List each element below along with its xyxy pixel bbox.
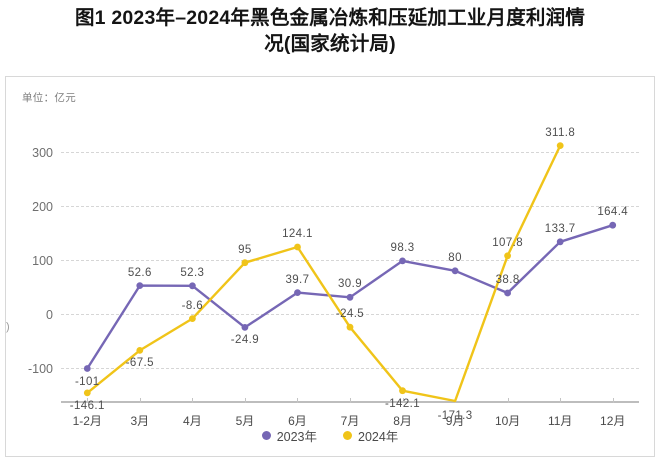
x-axis-label-6: 8月 <box>393 414 412 428</box>
x-axis-label-8: 10月 <box>494 414 521 428</box>
data-label-2024年-11月: 311.8 <box>545 126 576 139</box>
data-label-2023年-4月: 52.3 <box>180 266 205 279</box>
data-label-2024年-8月: -142.1 <box>385 397 421 410</box>
y-axis-label--100: -100 <box>27 362 53 376</box>
chart-series-svg <box>83 142 617 403</box>
x-tick-10 <box>612 398 614 403</box>
gridline-200: 200 <box>32 200 639 214</box>
x-axis-label-0: 1-2月 <box>72 414 102 428</box>
x-tick-5 <box>350 398 351 403</box>
data-point-2023年-4月[interactable] <box>189 282 196 290</box>
legend-label: 2024年 <box>358 430 399 444</box>
data-point-2023年-11月[interactable] <box>556 238 564 246</box>
data-point-2024年-3月[interactable] <box>136 347 144 354</box>
data-label-2024年-9月: -171.3 <box>437 410 473 422</box>
x-tick-2 <box>192 398 194 403</box>
x-axis-label-3: 5月 <box>235 414 255 428</box>
data-point-2024年-10月[interactable] <box>504 252 511 260</box>
x-axis: 1-2月 3月 4月 5月 6月 7月 8月 9月 10月 11月 12月 <box>61 398 639 428</box>
x-axis-label-4: 6月 <box>288 414 307 428</box>
data-label-2023年-11月: 133.7 <box>544 222 576 235</box>
y-axis-label-200: 200 <box>32 200 53 214</box>
y-axis-label-300: 300 <box>32 146 53 160</box>
edge-artifact: ) <box>6 321 10 333</box>
series-line-2024年 <box>86 144 562 403</box>
y-axis-label-0: 0 <box>46 308 53 322</box>
data-label-2023年-6月: 39.7 <box>285 273 310 286</box>
chart-frame: 单位：亿元 ) -100 0 100 200 300 1-2月 3月 4月 5月 6月 7月 8月 9… <box>5 76 655 457</box>
x-tick-8 <box>507 398 509 403</box>
legend-item-2024年[interactable]: 2024年 <box>343 426 398 445</box>
data-point-2023年-7月[interactable] <box>346 293 354 301</box>
data-label-2023年-9月: 80 <box>448 251 462 264</box>
data-point-2023年-5月[interactable] <box>241 324 249 331</box>
figure-title-line-1: 图1 2023年–2024年黑色金属冶炼和压延加工业月度利润情 <box>74 7 586 29</box>
x-tick-6 <box>402 398 404 403</box>
x-axis-label-7: 9月 <box>445 414 465 428</box>
x-tick-1 <box>139 398 141 403</box>
data-point-2024年-5月[interactable] <box>241 259 249 267</box>
data-point-2024年-8月[interactable] <box>399 387 406 395</box>
x-axis-label-2: 4月 <box>183 414 202 428</box>
legend-label: 2023年 <box>276 430 317 444</box>
data-label-2023年-5月: -24.9 <box>230 334 260 347</box>
x-axis-label-9: 11月 <box>547 414 573 428</box>
data-point-2024年-6月[interactable] <box>294 243 301 251</box>
data-label-2023年-12月: 164.4 <box>597 206 629 219</box>
data-label-2024年-6月: 124.1 <box>282 227 313 240</box>
data-point-2024年-1-2月[interactable] <box>83 389 91 397</box>
legend-marker-icon-2023年 <box>261 431 271 440</box>
data-point-2023年-10月[interactable] <box>504 289 511 297</box>
data-label-2024年-7月: -24.5 <box>335 308 365 321</box>
data-label-2024年-1-2月: -146.1 <box>69 399 105 412</box>
y-axis-label-100: 100 <box>32 254 53 268</box>
legend-item-2023年[interactable]: 2023年 <box>261 426 317 445</box>
x-tick-9 <box>560 398 562 403</box>
data-point-2024年-11月[interactable] <box>556 142 564 149</box>
x-axis-label-1: 3月 <box>130 414 150 428</box>
data-label-2023年-8月: 98.3 <box>390 241 415 254</box>
legend-marker-icon-2024年 <box>343 431 352 440</box>
data-point-2023年-8月[interactable] <box>399 257 406 265</box>
data-point-2023年-3月[interactable] <box>136 282 144 289</box>
gridline--100: -100 <box>28 362 639 376</box>
unit-label: 单位：亿元 <box>22 92 76 104</box>
gridline-0: 0 <box>46 308 639 322</box>
data-point-2024年-4月[interactable] <box>189 315 196 322</box>
data-label-2024年-3月: -67.5 <box>125 357 154 370</box>
x-tick-4 <box>297 398 299 403</box>
x-axis-label-10: 12月 <box>600 414 626 428</box>
data-point-2024年-7月[interactable] <box>346 323 354 331</box>
data-point-2023年-9月[interactable] <box>451 267 459 275</box>
figure-title: 图1 2023年–2024年黑色金属冶炼和压延加工业月度利润情 况(国家统计局) <box>10 0 650 61</box>
plot-area: -100 0 100 200 300 <box>28 146 639 390</box>
data-label-2023年-1-2月: -101 <box>74 375 100 388</box>
gridline-100: 100 <box>32 254 639 268</box>
x-tick-0 <box>87 398 89 403</box>
x-axis-label-5: 7月 <box>340 414 360 428</box>
gridline-300: 300 <box>32 146 639 160</box>
chart-legend: 2023年 2024年 <box>6 426 654 445</box>
data-point-2023年-6月[interactable] <box>294 289 301 296</box>
data-label-2023年-7月: 30.9 <box>338 278 362 291</box>
data-label-2024年-5月: 95 <box>238 243 252 256</box>
figure-title-line-2: 况(国家统计局) <box>264 32 396 55</box>
data-label-2024年-4月: -8.6 <box>181 299 204 312</box>
data-point-2023年-12月[interactable] <box>609 221 617 229</box>
data-label-2023年-10月: 38.8 <box>495 274 520 287</box>
x-tick-3 <box>244 398 246 403</box>
data-point-2023年-1-2月[interactable] <box>83 365 91 372</box>
data-label-2024年-10月: 107.8 <box>492 236 524 249</box>
data-label-2023年-3月: 52.6 <box>127 266 152 279</box>
